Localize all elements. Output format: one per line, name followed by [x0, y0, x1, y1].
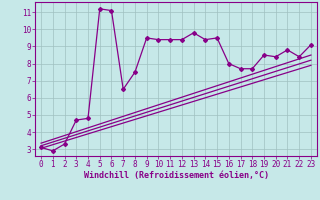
- X-axis label: Windchill (Refroidissement éolien,°C): Windchill (Refroidissement éolien,°C): [84, 171, 268, 180]
